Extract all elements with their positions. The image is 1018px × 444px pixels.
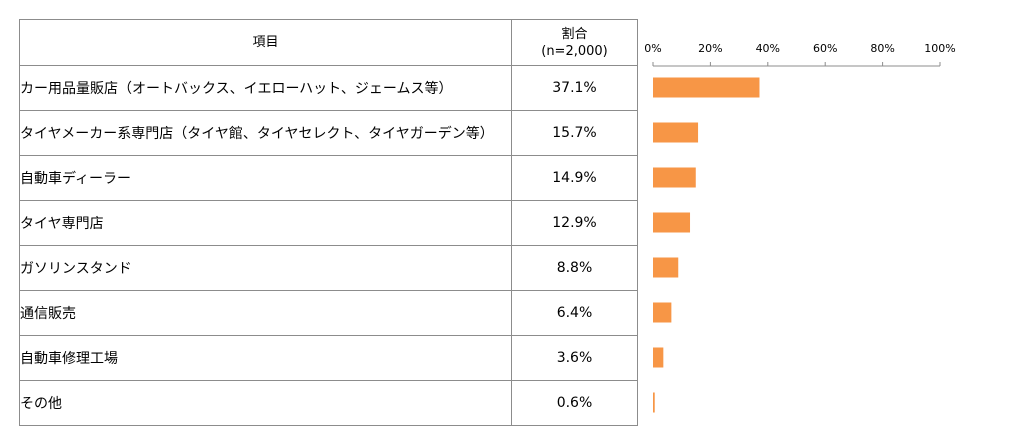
bar [653,77,760,98]
row-value: 14.9% [511,155,638,201]
header-ratio: 割合 (n=2,000) [511,19,638,66]
row-label: 自動車修理工場 [19,335,512,381]
row-value: 0.6% [511,380,638,426]
row-label: 自動車ディーラー [19,155,512,201]
bar [653,167,696,188]
row-value: 12.9% [511,200,638,246]
table-row: タイヤメーカー系専門店（タイヤ館、タイヤセレクト、タイヤガーデン等） 15.7% [19,110,638,156]
x-tick-label: 20% [698,42,722,55]
table-row: その他 0.6% [19,380,638,426]
bar [653,212,691,233]
table-row: カー用品量販店（オートバックス、イエローハット、ジェームス等） 37.1% [19,65,638,111]
table-row: 自動車ディーラー 14.9% [19,155,638,201]
header-ratio-n: (n=2,000) [541,43,608,59]
header-ratio-title: 割合 [561,26,588,42]
row-label: カー用品量販店（オートバックス、イエローハット、ジェームス等） [19,65,512,111]
table-header-row: 項目 割合 (n=2,000) [19,19,638,66]
x-tick-label: 40% [756,42,780,55]
x-tick-label: 100% [924,42,955,55]
x-tick-label: 0% [644,42,661,55]
x-tick-label: 80% [870,42,894,55]
row-value: 37.1% [511,65,638,111]
row-value: 8.8% [511,245,638,291]
row-value: 3.6% [511,335,638,381]
bar [653,347,664,368]
bar [653,122,699,143]
table-row: 自動車修理工場 3.6% [19,335,638,381]
row-label: タイヤメーカー系専門店（タイヤ館、タイヤセレクト、タイヤガーデン等） [19,110,512,156]
row-value: 6.4% [511,290,638,336]
data-table: 項目 割合 (n=2,000) カー用品量販店（オートバックス、イエローハット、… [19,19,638,426]
header-item: 項目 [19,19,512,66]
row-label: ガソリンスタンド [19,245,512,291]
bar [653,302,672,323]
bar [653,392,655,413]
bar [653,257,679,278]
row-label: その他 [19,380,512,426]
x-tick-label: 60% [813,42,837,55]
table-row: ガソリンスタンド 8.8% [19,245,638,291]
